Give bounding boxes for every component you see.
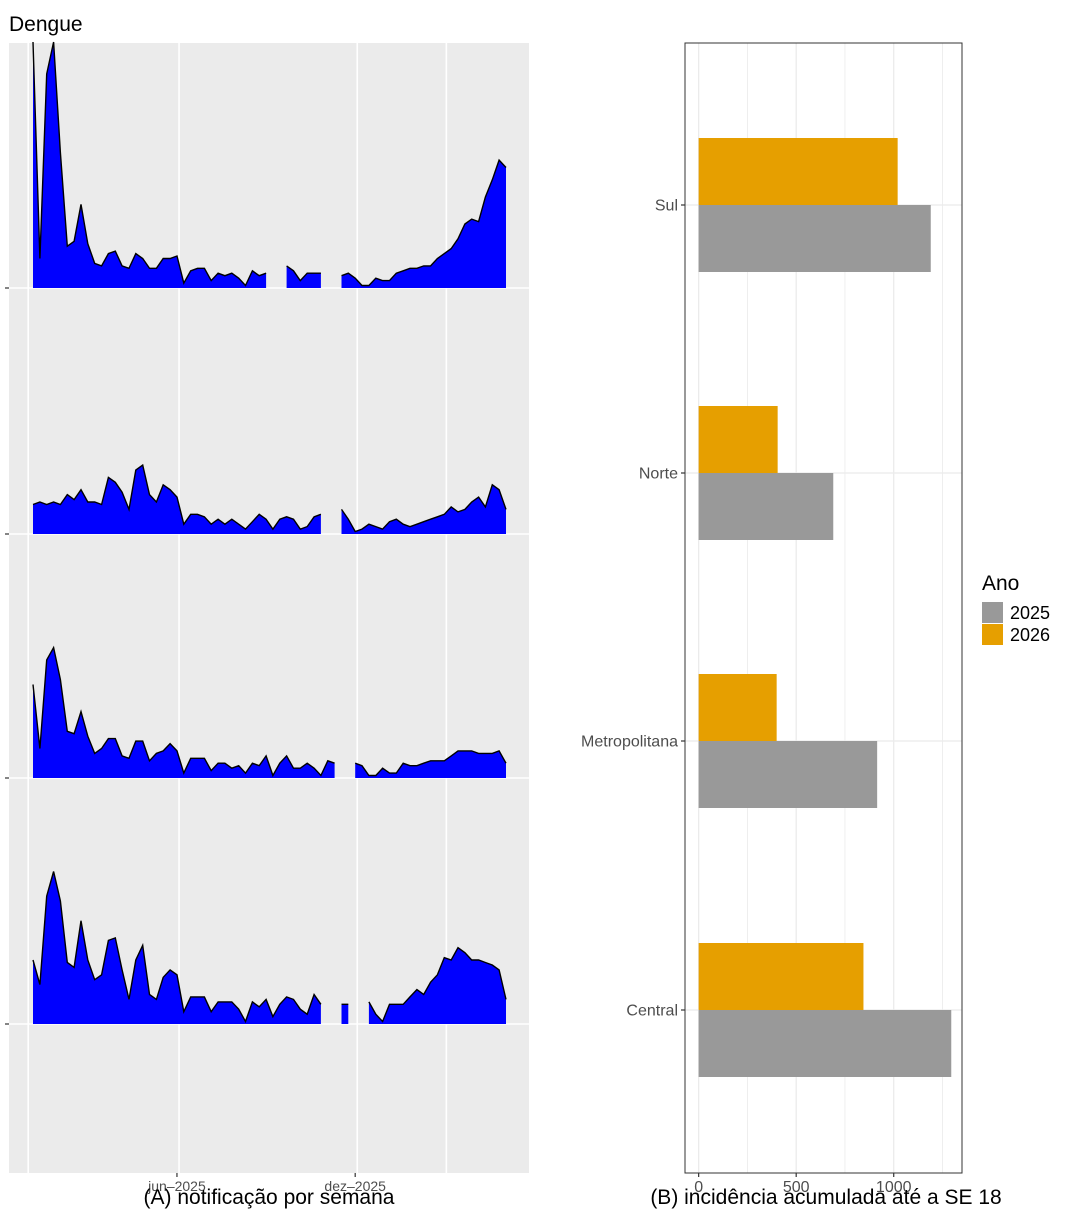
panel-a-baselines [5, 287, 9, 1025]
panel-b-y-categories: Sul Norte Metropolitana Central [581, 198, 685, 1020]
area-outline-series-3 [32, 645, 335, 778]
legend-title: Ano [982, 572, 1019, 595]
bar-2026-sul [698, 138, 898, 205]
panel-b-x-tick-label: 0 [694, 1179, 703, 1196]
panel-b-x-tick-label: 1000 [876, 1179, 912, 1196]
area-outline-series-3 [354, 750, 507, 777]
panel-a-caption: (A) notificação por semana [144, 1186, 395, 1209]
panel-b-x-tick-label: 500 [783, 1179, 810, 1196]
area-outline-series-2 [32, 463, 322, 531]
area-outline-series-4 [32, 871, 322, 1024]
panel-b-x-ticks: 0 500 1000 [694, 1173, 912, 1196]
bar-2025-sul [698, 205, 931, 272]
bar-2025-metropolitana [698, 741, 878, 808]
legend-swatch-2025 [982, 602, 1003, 623]
area-series-3 [355, 750, 506, 778]
panel-b-border [684, 42, 963, 1174]
chart-title: Dengue [9, 13, 83, 36]
legend-label-2025: 2025 [1010, 603, 1050, 623]
area-outline-series-1 [286, 265, 321, 282]
bar-2025-central [698, 1010, 952, 1077]
area-series-4 [341, 1004, 349, 1024]
area-series-2 [341, 484, 506, 534]
area-series-1 [341, 160, 506, 288]
area-outline-series-4 [368, 946, 507, 1023]
category-label-metropolitana: Metropolitana [581, 734, 678, 751]
bar-2026-central [698, 943, 864, 1010]
bar-2025-norte [698, 473, 834, 540]
area-outline-series-2 [340, 483, 507, 533]
area-series-4 [33, 871, 321, 1024]
panel-a-x-tick-label: jun–2025 [147, 1178, 206, 1194]
legend-swatch-2026 [982, 624, 1003, 645]
bar-2026-metropolitana [698, 674, 777, 741]
category-label-sul: Sul [655, 198, 678, 215]
panel-a-x-tick-label: dez–2025 [324, 1178, 386, 1194]
panel-a-areas [32, 41, 507, 1024]
panel-b-cumulative-incidence: Sul Norte Metropolitana Central 0 500 1000 (B… [581, 42, 1002, 1209]
area-outline-series-1 [32, 41, 267, 287]
legend-label-2026: 2026 [1010, 625, 1050, 645]
panel-b-bars [698, 138, 952, 1077]
category-label-norte: Norte [639, 466, 678, 483]
bar-2026-norte [698, 406, 778, 473]
panel-a-x-ticks: jun–2025 dez–2025 [147, 1173, 386, 1194]
area-series-3 [33, 647, 335, 778]
area-outline-series-1 [341, 158, 507, 287]
category-label-central: Central [626, 1003, 678, 1020]
panel-b-caption: (B) incidência acumulada até a SE 18 [650, 1186, 1001, 1209]
panel-a-weekly-notifications: jun–2025 dez–2025 (A) notificação por sem… [5, 41, 529, 1209]
area-series-1 [33, 42, 267, 288]
